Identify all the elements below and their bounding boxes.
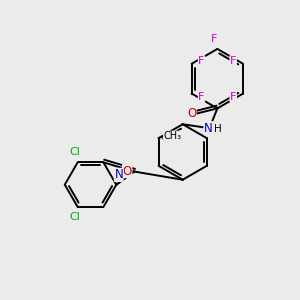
Text: F: F [230,92,236,101]
Text: H: H [214,124,222,134]
Text: O: O [187,107,196,120]
Text: N: N [114,168,123,182]
Text: N: N [204,122,213,135]
Text: F: F [211,34,218,44]
Text: Cl: Cl [69,148,80,158]
Text: F: F [230,56,236,66]
Text: F: F [198,56,205,66]
Text: F: F [198,92,205,101]
Text: CH₃: CH₃ [164,131,181,141]
Text: Cl: Cl [69,212,80,222]
Text: O: O [123,165,132,178]
